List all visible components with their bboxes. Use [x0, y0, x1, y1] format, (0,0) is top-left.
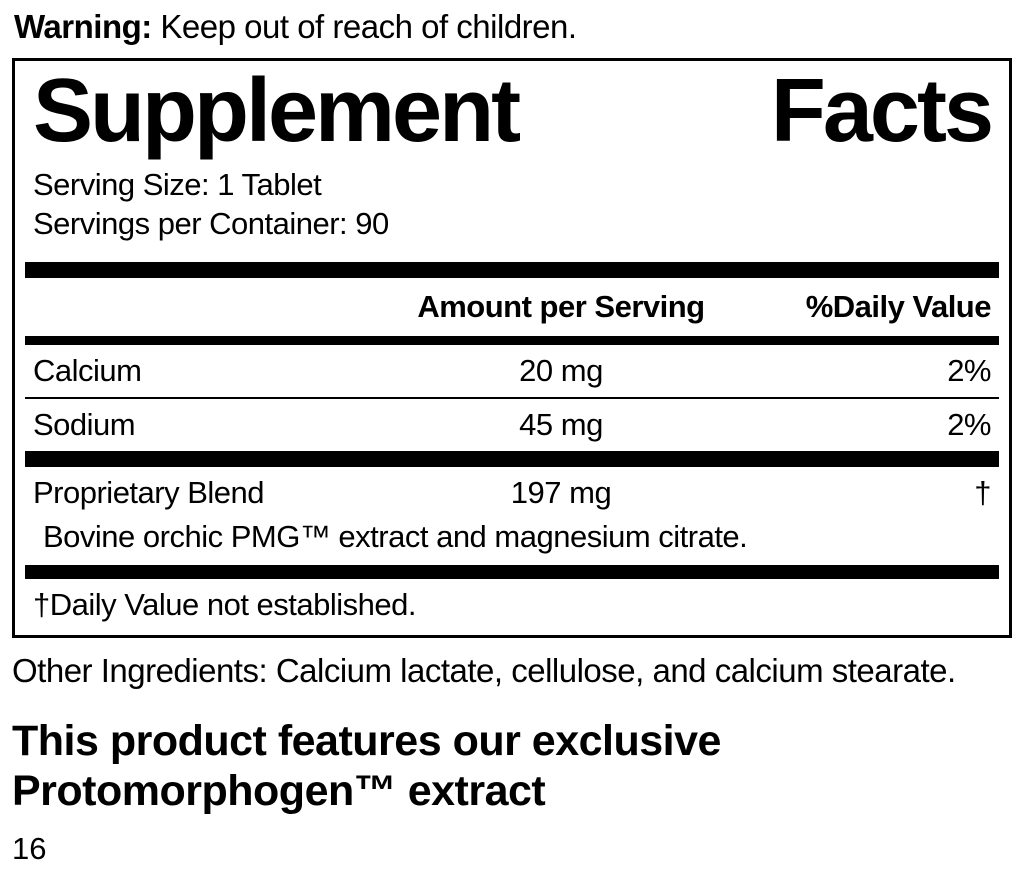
divider-thick-top — [25, 261, 999, 278]
nutrient-name: Sodium — [33, 406, 136, 442]
warning-line: Warning: Keep out of reach of children. — [14, 8, 1024, 46]
warning-text: Keep out of reach of children. — [151, 8, 577, 45]
feature-heading-line1: This product features our exclusive — [12, 716, 721, 765]
divider-thick-middle — [25, 450, 999, 467]
divider-hairline — [25, 396, 999, 399]
serving-size-line: Serving Size: 1 Tablet — [33, 166, 322, 202]
serving-info: Serving Size: 1 Tablet Servings per Cont… — [25, 159, 999, 244]
header-amount-per-serving: Amount per Serving — [417, 288, 705, 324]
table-row-sodium: Sodium 45 mg 2% — [25, 399, 999, 451]
panel-title-word-supplement: Supplement — [33, 61, 521, 161]
feature-heading-line2: Protomorphogen™ extract — [12, 767, 546, 816]
nutrient-amount: 45 mg — [519, 406, 603, 442]
nutrient-name: Calcium — [33, 352, 142, 388]
nutrient-amount: 20 mg — [519, 352, 603, 388]
divider-thick-bottom — [25, 564, 999, 579]
feature-heading: This product features our exclusive Prot… — [12, 716, 1024, 817]
nutrient-amount: 197 mg — [510, 474, 612, 510]
warning-label: Warning: — [14, 8, 152, 45]
supplement-facts-panel: Supplement Facts Serving Size: 1 Tablet … — [12, 58, 1012, 638]
table-row-proprietary-blend: Proprietary Blend 197 mg † — [25, 467, 999, 519]
nutrient-daily-value: † — [974, 474, 991, 510]
nutrient-name: Proprietary Blend — [33, 474, 265, 510]
blend-description: Bovine orchic PMG™ extract and magnesium… — [43, 518, 748, 554]
daily-value-footnote: †Daily Value not established. — [33, 586, 417, 622]
nutrient-daily-value: 2% — [947, 352, 991, 388]
panel-title: Supplement Facts — [25, 61, 999, 159]
panel-title-word-facts: Facts — [770, 61, 994, 161]
divider-medium — [25, 335, 999, 345]
servings-per-container-line: Servings per Container: 90 — [33, 206, 389, 242]
page-number: 16 — [12, 830, 47, 866]
table-row-calcium: Calcium 20 mg 2% — [25, 345, 999, 397]
header-daily-value: %Daily Value — [805, 288, 992, 324]
nutrient-daily-value: 2% — [947, 406, 991, 442]
table-header-row: Amount per Serving %Daily Value — [25, 278, 999, 336]
other-ingredients-line: Other Ingredients: Calcium lactate, cell… — [12, 651, 956, 689]
